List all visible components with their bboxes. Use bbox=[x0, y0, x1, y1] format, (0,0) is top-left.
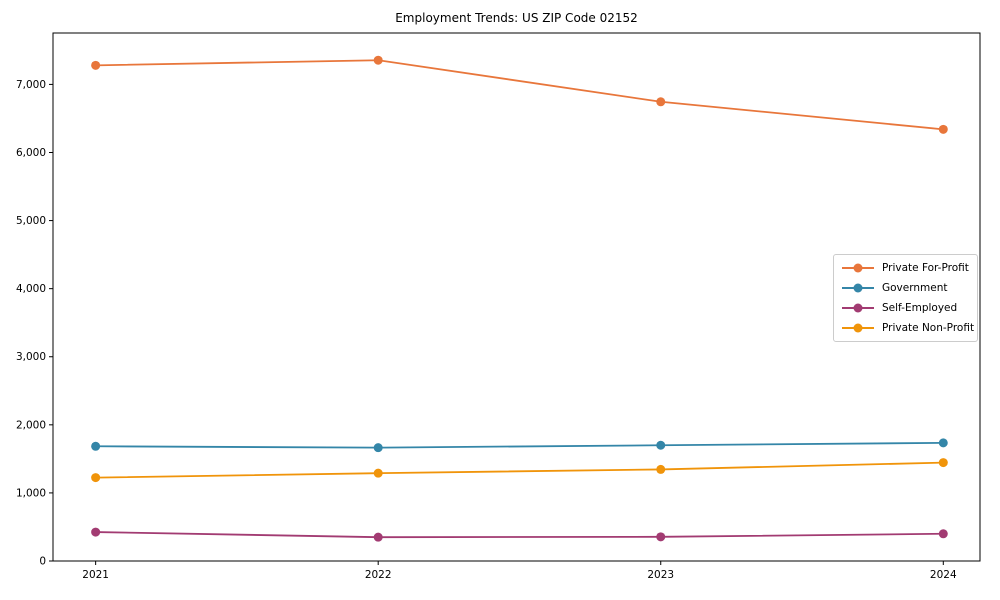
data-point bbox=[373, 55, 383, 65]
data-point bbox=[373, 532, 383, 542]
legend: Private For-Profit Government Self-Emplo… bbox=[833, 254, 978, 342]
y-tick-label: 2,000 bbox=[16, 419, 46, 431]
data-point bbox=[91, 60, 101, 70]
series-line-private-non-profit bbox=[95, 461, 944, 479]
data-point bbox=[91, 441, 101, 451]
legend-item-label: Self-Employed bbox=[882, 301, 958, 314]
data-point bbox=[656, 464, 666, 474]
line-marker-icon bbox=[842, 323, 874, 333]
legend-item-label: Private Non-Profit bbox=[882, 321, 975, 334]
y-tick-label: 1,000 bbox=[16, 487, 46, 499]
data-point bbox=[91, 473, 101, 483]
plot-border bbox=[52, 32, 981, 562]
data-point bbox=[938, 458, 948, 468]
legend-item-label: Government bbox=[882, 281, 948, 294]
series-line-government bbox=[95, 441, 944, 449]
legend-item: Self-Employed bbox=[841, 302, 972, 314]
x-tick-label: 2021 bbox=[82, 569, 109, 581]
data-point bbox=[656, 532, 666, 542]
data-point bbox=[373, 443, 383, 453]
data-point bbox=[938, 438, 948, 448]
data-point bbox=[656, 97, 666, 107]
line-marker-icon bbox=[842, 303, 874, 313]
data-point bbox=[656, 440, 666, 450]
data-point bbox=[938, 124, 948, 134]
chart-title: Employment Trends: US ZIP Code 02152 bbox=[395, 11, 638, 25]
y-tick-label: 6,000 bbox=[16, 147, 46, 159]
line-marker-icon bbox=[842, 283, 874, 293]
y-tick-label: 3,000 bbox=[16, 351, 46, 363]
line-marker-icon bbox=[842, 263, 874, 273]
y-tick-label: 5,000 bbox=[16, 215, 46, 227]
y-tick-label: 0 bbox=[39, 556, 46, 568]
x-tick-label: 2023 bbox=[647, 569, 674, 581]
data-point bbox=[938, 529, 948, 539]
x-tick-label: 2024 bbox=[930, 569, 957, 581]
data-point bbox=[91, 527, 101, 537]
data-point bbox=[373, 468, 383, 478]
x-tick-label: 2022 bbox=[365, 569, 392, 581]
legend-item: Private Non-Profit bbox=[841, 321, 975, 334]
legend-item: Private For-Profit bbox=[841, 262, 972, 274]
legend-item-label: Private For-Profit bbox=[882, 261, 969, 274]
series-line-private-for-profit bbox=[95, 59, 944, 131]
series-line-self-employed bbox=[95, 531, 944, 539]
legend-item: Government bbox=[841, 282, 972, 294]
y-tick-label: 7,000 bbox=[16, 79, 46, 91]
y-tick-label: 4,000 bbox=[16, 283, 46, 295]
